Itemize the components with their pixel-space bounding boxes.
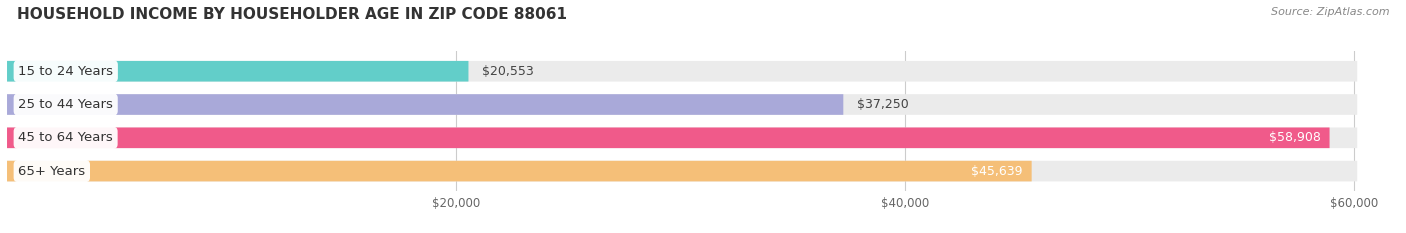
Text: 25 to 44 Years: 25 to 44 Years <box>18 98 112 111</box>
FancyBboxPatch shape <box>7 94 1357 115</box>
Text: Source: ZipAtlas.com: Source: ZipAtlas.com <box>1271 7 1389 17</box>
Text: $20,553: $20,553 <box>482 65 534 78</box>
Text: $45,639: $45,639 <box>972 164 1022 178</box>
FancyBboxPatch shape <box>7 61 468 82</box>
FancyBboxPatch shape <box>7 161 1357 182</box>
Text: 65+ Years: 65+ Years <box>18 164 86 178</box>
FancyBboxPatch shape <box>7 161 1032 182</box>
Text: $37,250: $37,250 <box>856 98 908 111</box>
FancyBboxPatch shape <box>7 127 1330 148</box>
Text: $58,908: $58,908 <box>1268 131 1320 144</box>
Text: 15 to 24 Years: 15 to 24 Years <box>18 65 114 78</box>
Text: HOUSEHOLD INCOME BY HOUSEHOLDER AGE IN ZIP CODE 88061: HOUSEHOLD INCOME BY HOUSEHOLDER AGE IN Z… <box>17 7 567 22</box>
FancyBboxPatch shape <box>7 94 844 115</box>
FancyBboxPatch shape <box>7 127 1357 148</box>
FancyBboxPatch shape <box>7 61 1357 82</box>
Text: 45 to 64 Years: 45 to 64 Years <box>18 131 112 144</box>
